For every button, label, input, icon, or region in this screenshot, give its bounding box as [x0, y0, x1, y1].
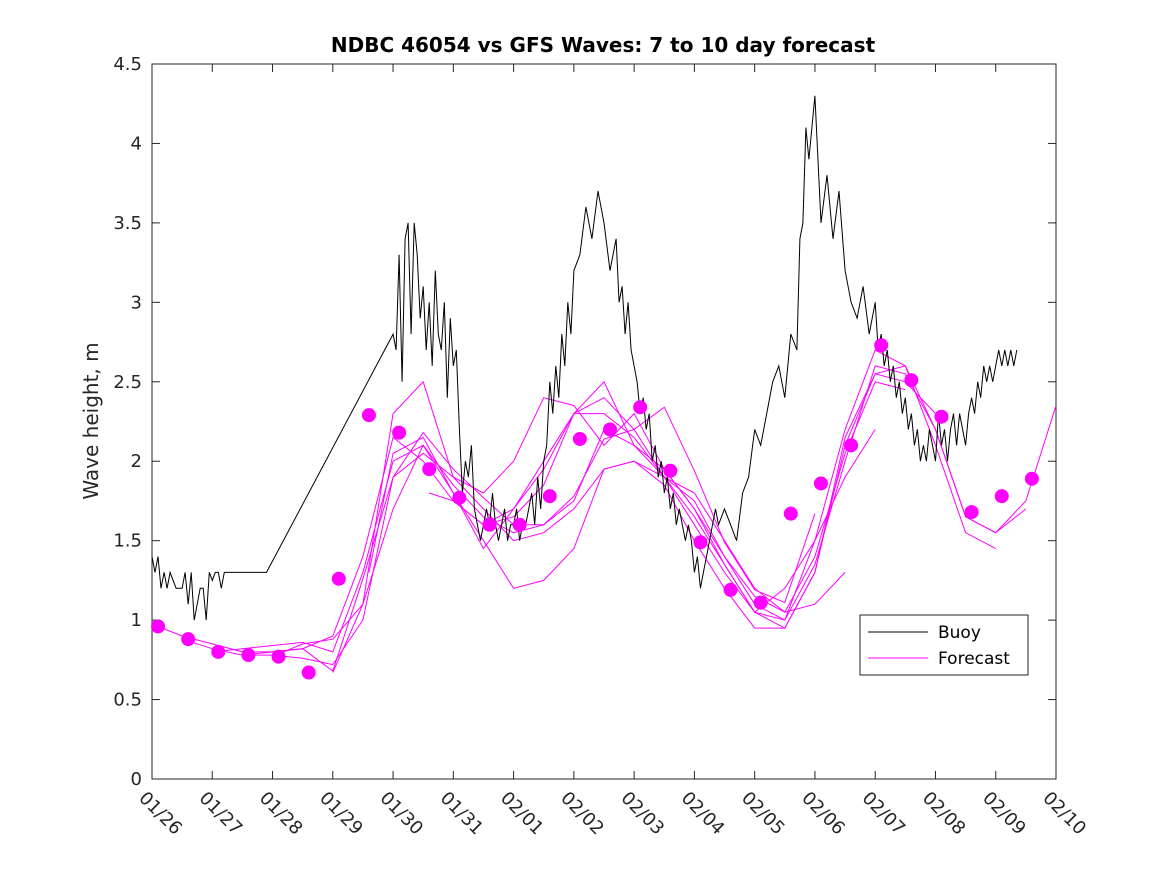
y-tick-label: 0 — [131, 769, 142, 790]
forecast-marker — [452, 490, 467, 505]
y-axis-label: Wave height, m — [79, 342, 103, 499]
y-tick-label: 0.5 — [113, 690, 142, 711]
y-tick-label: 2 — [131, 451, 142, 472]
forecast-series-line — [429, 349, 1057, 613]
forecast-marker — [874, 338, 889, 353]
forecast-marker — [422, 462, 437, 477]
forecast-marker — [512, 517, 527, 532]
forecast-marker — [964, 505, 979, 520]
forecast-marker — [693, 535, 708, 550]
legend-label-forecast: Forecast — [938, 649, 1010, 669]
forecast-marker — [542, 489, 557, 504]
forecast-series-line — [332, 365, 996, 673]
axes-box — [151, 63, 1057, 780]
forecast-marker — [723, 582, 738, 597]
forecast-marker — [783, 506, 798, 521]
forecast-marker — [1024, 471, 1039, 486]
forecast-marker — [994, 489, 1009, 504]
forecast-marker — [271, 649, 286, 664]
forecast-marker — [151, 619, 166, 634]
y-tick-label: 2.5 — [113, 372, 142, 393]
forecast-marker — [934, 409, 949, 424]
forecast-marker — [361, 408, 376, 423]
buoy-series-line — [151, 95, 1018, 621]
legend-box — [859, 614, 1029, 676]
forecast-marker — [904, 373, 919, 388]
forecast-marker — [331, 571, 346, 586]
forecast-marker — [813, 476, 828, 491]
y-tick-label: 1 — [131, 610, 142, 631]
y-tick-label: 3.5 — [113, 213, 142, 234]
forecast-marker — [392, 425, 407, 440]
forecast-marker — [241, 648, 256, 663]
forecast-series-line — [157, 406, 816, 672]
forecast-series-line — [368, 365, 1027, 621]
y-tick-label: 1.5 — [113, 531, 142, 552]
forecast-marker — [301, 665, 316, 680]
y-tick-label: 4 — [131, 133, 142, 154]
forecast-marker — [603, 422, 618, 437]
forecast-marker — [211, 644, 226, 659]
forecast-marker — [633, 400, 648, 415]
y-tick-label: 4.5 — [113, 54, 142, 75]
forecast-marker — [753, 595, 768, 610]
forecast-marker — [663, 463, 678, 478]
forecast-series-line — [181, 452, 846, 666]
forecast-series-line — [212, 428, 876, 653]
legend: Buoy Forecast — [859, 614, 1029, 676]
y-tick-label: 3 — [131, 292, 142, 313]
forecast-marker — [572, 431, 587, 446]
legend-label-buoy: Buoy — [938, 623, 981, 643]
chart-title: NDBC 46054 vs GFS Waves: 7 to 10 day for… — [331, 33, 876, 57]
forecast-marker — [844, 438, 859, 453]
forecast-marker — [482, 517, 497, 532]
forecast-marker — [181, 632, 196, 647]
